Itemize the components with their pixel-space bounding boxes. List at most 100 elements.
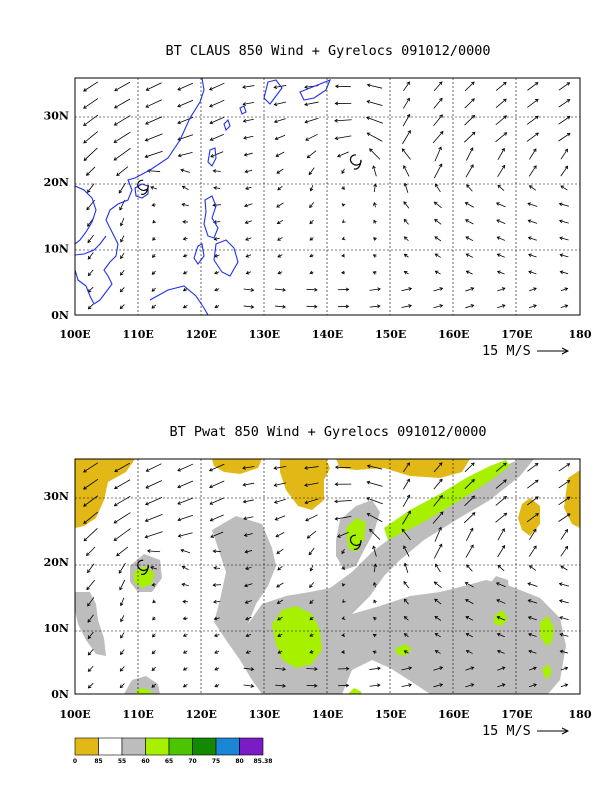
wind-arrow (242, 466, 255, 470)
wind-arrow (306, 667, 318, 671)
wind-arrow (182, 616, 188, 621)
wind-arrow (243, 152, 253, 157)
colorbar-label: 0 (73, 758, 77, 765)
wind-arrow (465, 287, 475, 292)
wind-arrow (403, 218, 409, 225)
wind-arrow (213, 633, 220, 638)
wind-arrow (214, 667, 220, 671)
wind-arrow (560, 148, 568, 160)
wind-arrow (402, 494, 411, 507)
wind-arrow (275, 288, 287, 292)
wind-arrow (337, 531, 349, 538)
wind-arrow (560, 683, 569, 688)
wind-arrow (119, 597, 125, 607)
map-frame (74, 458, 581, 695)
wind-arrow (434, 598, 442, 605)
wind-arrow (83, 528, 98, 542)
wind-arrow (243, 135, 254, 140)
wind-arrow (304, 466, 319, 470)
wind-arrow (182, 270, 188, 275)
wind-arrow (214, 650, 220, 654)
colorbar-label: 85.38 (254, 758, 273, 765)
wind-arrow (560, 287, 569, 292)
wind-arrow (306, 530, 317, 539)
wind-arrow (497, 528, 505, 541)
wind-arrow (366, 513, 383, 523)
x-tick-label: 130E (249, 708, 280, 721)
wind-vector-field (83, 462, 571, 689)
y-axis-ticks: 0N 10N 20N 30N (44, 109, 69, 322)
wind-arrow (120, 252, 125, 260)
x-tick-label: 180 (569, 328, 592, 341)
wind-arrow (433, 494, 443, 507)
wind-arrow (113, 528, 131, 541)
wind-arrow (497, 544, 506, 558)
wind-arrow (114, 81, 131, 92)
colorbar-swatch (121, 737, 146, 756)
wind-arrow (465, 544, 474, 558)
wind-arrow (87, 303, 94, 310)
wind-arrow (119, 217, 125, 227)
wind-arrow (527, 616, 537, 621)
wind-arrow (403, 97, 410, 109)
wind-arrow (527, 236, 537, 241)
wind-arrow (434, 615, 442, 621)
wind-arrow (401, 666, 413, 671)
wind-arrow (213, 599, 221, 604)
wind-arrow (243, 288, 255, 292)
gyre-location-markers (137, 154, 362, 195)
wind-arrow (151, 683, 157, 688)
y-tick-label: 30N (44, 490, 69, 503)
wind-arrow (527, 98, 539, 108)
wind-arrow (273, 465, 287, 470)
wind-arrow (372, 254, 377, 258)
wind-arrow (146, 549, 161, 553)
wind-arrow (463, 512, 476, 524)
y-tick-label: 20N (44, 556, 69, 569)
wind-arrow (309, 237, 314, 241)
wind-arrow (87, 666, 94, 672)
wind-arrow (465, 666, 475, 671)
wind-arrow (559, 270, 569, 275)
wind-arrow (152, 219, 156, 224)
wind-arrow (275, 532, 285, 538)
wind-arrow (403, 236, 409, 242)
wind-arrow (337, 151, 349, 158)
wind-arrow (433, 163, 443, 179)
wind-arrow (433, 201, 442, 209)
wind-arrow (558, 202, 570, 207)
wind-arrow (403, 581, 410, 589)
y-tick-label: 10N (44, 242, 69, 255)
wind-arrow (433, 287, 444, 292)
gyre-icon (137, 179, 149, 195)
wind-arrow (434, 270, 441, 275)
wind-arrow (245, 254, 252, 258)
wind-arrow (151, 304, 157, 309)
wind-arrow (528, 270, 537, 275)
wind-arrow (465, 599, 474, 605)
wind-arrow (433, 683, 444, 688)
wind-arrow (83, 81, 99, 92)
wind-arrow (341, 650, 345, 654)
wind-arrow (306, 304, 318, 309)
wind-arrow (373, 219, 377, 224)
wind-arrow (182, 219, 188, 224)
wind-arrow (402, 129, 411, 145)
coastline (75, 78, 331, 315)
x-tick-label: 100E (59, 328, 90, 341)
wind-arrow (119, 270, 125, 276)
wind-arrow (497, 287, 506, 292)
wind-arrow (213, 186, 221, 190)
wind-arrow (401, 148, 411, 160)
wind-arrow (87, 183, 95, 194)
wind-arrow (182, 599, 188, 604)
wind-arrow (496, 270, 505, 275)
wind-arrow (309, 270, 314, 275)
wind-arrow (528, 649, 537, 654)
wind-arrow (496, 616, 506, 621)
wind-arrow (527, 202, 538, 207)
wind-arrow (273, 482, 287, 487)
lat-lon-grid (75, 78, 580, 315)
wind-arrow (309, 633, 314, 637)
colorbar-swatch (239, 737, 264, 756)
